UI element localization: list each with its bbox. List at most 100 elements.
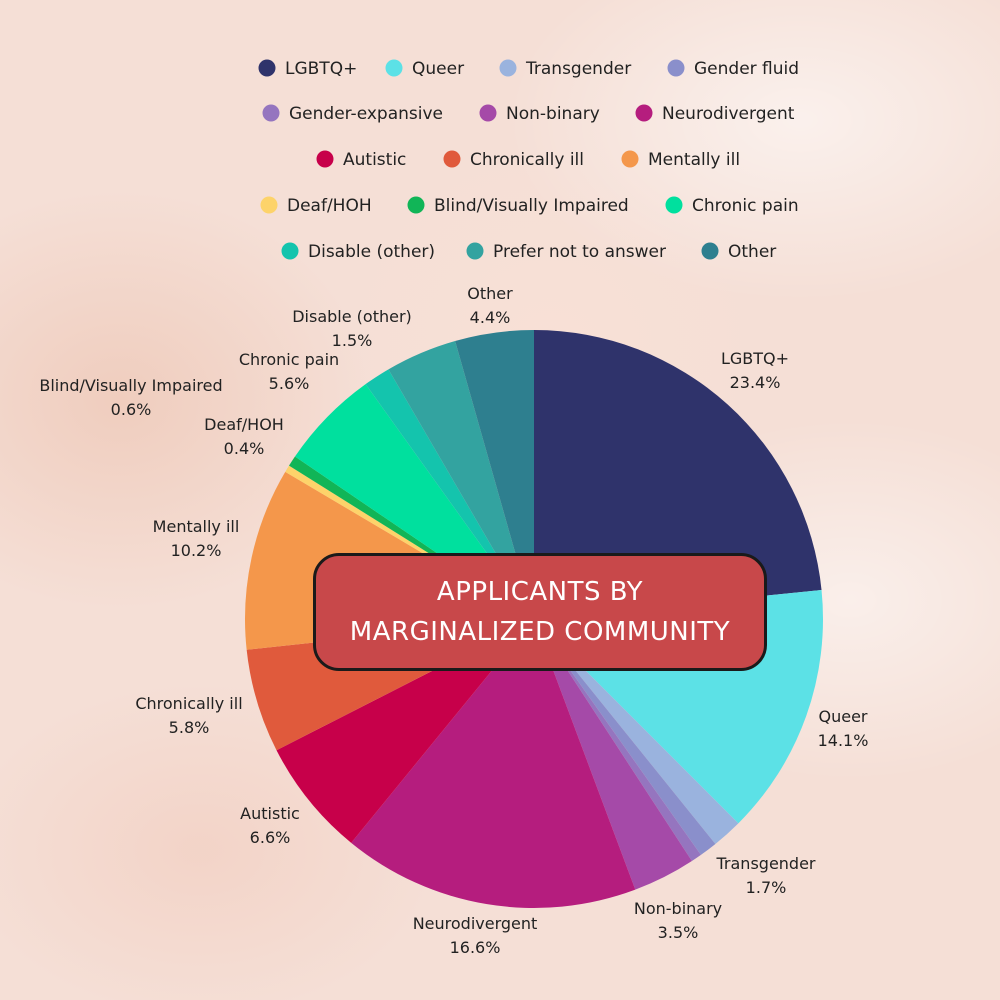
- legend-label-disable-other: Disable (other): [308, 242, 435, 262]
- legend-label-queer: Queer: [412, 59, 464, 79]
- legend-label-neurodivergent: Neurodivergent: [662, 104, 795, 124]
- slice-label-disable-other: Disable (other) 1.5%: [292, 307, 412, 350]
- slice-label-value-mentally-ill: 10.2%: [171, 541, 222, 560]
- legend-label-chronic-pain: Chronic pain: [692, 196, 799, 216]
- legend-label-deaf-hoh: Deaf/HOH: [287, 196, 372, 216]
- legend-label-blind-visually-impaired: Blind/Visually Impaired: [434, 196, 629, 216]
- slice-label-name-queer: Queer: [819, 707, 868, 726]
- legend-swatch-blind-visually-impaired: [407, 196, 425, 214]
- slice-non-binary: [534, 619, 692, 890]
- slice-label-other: Other 4.4%: [467, 284, 513, 327]
- legend-item-queer: Queer: [385, 59, 464, 79]
- legend-item-non-binary: Non-binary: [479, 104, 600, 124]
- slice-label-value-lgbtq: 23.4%: [730, 373, 781, 392]
- legend-item-gender-expansive: Gender-expansive: [262, 104, 443, 124]
- legend-swatch-autistic: [316, 150, 334, 168]
- slice-other: [455, 330, 534, 619]
- chart-title-line-2: MARGINALIZED COMMUNITY: [349, 617, 731, 647]
- slice-gender-fluid: [534, 619, 716, 855]
- slice-label-neurodivergent: Neurodivergent 16.6%: [413, 914, 538, 957]
- slice-label-value-disable-other: 1.5%: [332, 331, 373, 350]
- legend-item-deaf-hoh: Deaf/HOH: [260, 196, 372, 216]
- slice-label-name-deaf-hoh: Deaf/HOH: [204, 415, 284, 434]
- slice-label-chronic-pain: Chronic pain 5.6%: [239, 350, 339, 393]
- slice-label-transgender: Transgender 1.7%: [716, 854, 816, 897]
- slice-label-name-other: Other: [467, 284, 513, 303]
- slice-label-name-lgbtq: LGBTQ+: [721, 349, 789, 368]
- slice-label-queer: Queer 14.1%: [818, 707, 869, 750]
- legend-label-lgbtq: LGBTQ+: [285, 59, 357, 79]
- slice-lgbtq: [534, 330, 822, 619]
- slice-label-name-chronically-ill: Chronically ill: [135, 694, 242, 713]
- legend: LGBTQ+ Queer Transgender Gender fluid Gender…: [258, 59, 799, 262]
- legend-swatch-chronically-ill: [443, 150, 461, 168]
- legend-swatch-deaf-hoh: [260, 196, 278, 214]
- slice-label-value-blind-visually-impaired: 0.6%: [111, 400, 152, 419]
- chart-title-line-1: APPLICANTS BY: [436, 577, 644, 607]
- legend-swatch-disable-other: [281, 242, 299, 260]
- slice-label-value-other: 4.4%: [470, 308, 511, 327]
- slice-label-value-queer: 14.1%: [818, 731, 869, 750]
- slice-label-name-blind-visually-impaired: Blind/Visually Impaired: [39, 376, 222, 395]
- legend-item-other: Other: [701, 242, 776, 262]
- chart-title: APPLICANTS BY MARGINALIZED COMMUNITY: [313, 553, 767, 671]
- slice-label-lgbtq: LGBTQ+ 23.4%: [721, 349, 789, 392]
- slice-label-name-neurodivergent: Neurodivergent: [413, 914, 538, 933]
- legend-label-mentally-ill: Mentally ill: [648, 150, 740, 170]
- slice-label-value-non-binary: 3.5%: [658, 923, 699, 942]
- legend-swatch-gender-fluid: [667, 59, 685, 77]
- legend-swatch-queer: [385, 59, 403, 77]
- slice-label-value-transgender: 1.7%: [746, 878, 787, 897]
- legend-label-autistic: Autistic: [343, 150, 406, 170]
- legend-label-other: Other: [728, 242, 776, 262]
- slice-label-mentally-ill: Mentally ill 10.2%: [153, 517, 240, 560]
- legend-swatch-prefer-not-to-answer: [466, 242, 484, 260]
- slice-label-name-non-binary: Non-binary: [634, 899, 722, 918]
- legend-item-gender-fluid: Gender fluid: [667, 59, 799, 79]
- slice-label-name-disable-other: Disable (other): [292, 307, 412, 326]
- legend-item-mentally-ill: Mentally ill: [621, 150, 740, 170]
- slice-label-chronically-ill: Chronically ill 5.8%: [135, 694, 242, 737]
- slice-label-deaf-hoh: Deaf/HOH 0.4%: [204, 415, 284, 458]
- legend-swatch-non-binary: [479, 104, 497, 122]
- slice-label-value-chronically-ill: 5.8%: [169, 718, 210, 737]
- slice-label-autistic: Autistic 6.6%: [240, 804, 300, 847]
- legend-swatch-gender-expansive: [262, 104, 280, 122]
- slice-autistic: [276, 619, 534, 843]
- slice-label-value-neurodivergent: 16.6%: [450, 938, 501, 957]
- slice-label-name-mentally-ill: Mentally ill: [153, 517, 240, 536]
- slice-neurodivergent: [351, 619, 636, 908]
- slice-label-value-autistic: 6.6%: [250, 828, 291, 847]
- legend-swatch-other: [701, 242, 719, 260]
- legend-label-gender-expansive: Gender-expansive: [289, 104, 443, 124]
- legend-item-chronically-ill: Chronically ill: [443, 150, 584, 170]
- slice-prefer-not-to-answer: [388, 340, 534, 619]
- legend-swatch-transgender: [499, 59, 517, 77]
- slice-label-non-binary: Non-binary 3.5%: [634, 899, 722, 942]
- slice-label-name-autistic: Autistic: [240, 804, 300, 823]
- slice-label-blind-visually-impaired: Blind/Visually Impaired 0.6%: [39, 376, 222, 419]
- legend-swatch-mentally-ill: [621, 150, 639, 168]
- legend-label-non-binary: Non-binary: [506, 104, 600, 124]
- pie-slices: [245, 330, 823, 908]
- slice-transgender: [534, 619, 739, 844]
- legend-item-blind-visually-impaired: Blind/Visually Impaired: [407, 196, 629, 216]
- legend-item-autistic: Autistic: [316, 150, 406, 170]
- legend-label-gender-fluid: Gender fluid: [694, 59, 799, 79]
- legend-item-disable-other: Disable (other): [281, 242, 435, 262]
- legend-label-chronically-ill: Chronically ill: [470, 150, 584, 170]
- slice-label-name-transgender: Transgender: [716, 854, 816, 873]
- legend-swatch-neurodivergent: [635, 104, 653, 122]
- slice-label-name-chronic-pain: Chronic pain: [239, 350, 339, 369]
- slice-label-value-chronic-pain: 5.6%: [269, 374, 310, 393]
- slice-gender-expansive: [534, 619, 701, 862]
- legend-item-chronic-pain: Chronic pain: [665, 196, 799, 216]
- legend-item-lgbtq: LGBTQ+: [258, 59, 357, 79]
- legend-label-prefer-not-to-answer: Prefer not to answer: [493, 242, 666, 262]
- legend-item-neurodivergent: Neurodivergent: [635, 104, 795, 124]
- slice-labels: LGBTQ+ 23.4% Queer 14.1% Transgender 1.7% Non-…: [39, 284, 868, 957]
- legend-item-transgender: Transgender: [499, 59, 631, 79]
- legend-swatch-chronic-pain: [665, 196, 683, 214]
- slice-label-value-deaf-hoh: 0.4%: [224, 439, 265, 458]
